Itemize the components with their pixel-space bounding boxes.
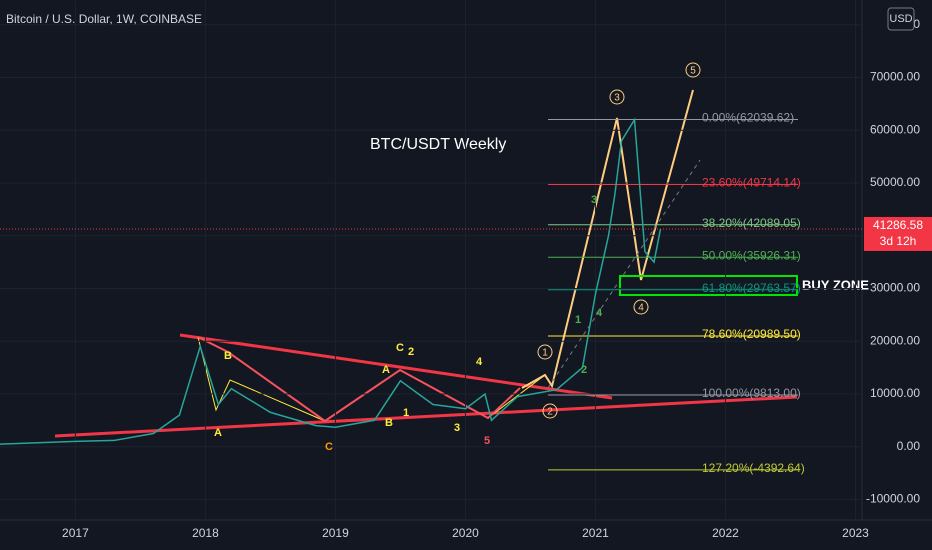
x-tick-label: 2019 bbox=[322, 526, 349, 540]
wave-label: C bbox=[325, 441, 333, 453]
last-price-badge bbox=[864, 216, 932, 251]
wave-label: C bbox=[396, 342, 404, 354]
buy-zone-box bbox=[619, 275, 798, 296]
fib-label: 0.00%(62039.62) bbox=[702, 111, 794, 125]
wave-label: A bbox=[214, 427, 222, 439]
wave-circle bbox=[633, 299, 649, 315]
wave-label: 4 bbox=[596, 307, 603, 319]
y-tick-label: 0.00 bbox=[897, 439, 921, 453]
wave-label: 3 bbox=[614, 93, 620, 104]
x-tick-label: 2023 bbox=[842, 526, 869, 540]
y-tick-label: 20000.00 bbox=[870, 333, 920, 347]
fib-label: 50.00%(35926.31) bbox=[702, 248, 801, 262]
wave-label: 3 bbox=[591, 194, 597, 206]
trendline bbox=[54, 395, 798, 438]
x-tick-label: 2018 bbox=[192, 526, 219, 540]
wave-label: 2 bbox=[581, 364, 587, 376]
wave-label: 3 bbox=[454, 422, 460, 434]
y-tick-label: 30000.00 bbox=[870, 281, 920, 295]
last-price-label: 41286.58 bbox=[873, 218, 923, 232]
wave-label: 5 bbox=[484, 435, 490, 447]
x-tick-label: 2017 bbox=[62, 526, 89, 540]
y-tick-label: -10000.00 bbox=[866, 492, 920, 506]
fib-label: 100.00%(9813.00) bbox=[702, 386, 801, 400]
y-tick-label: 10000.00 bbox=[870, 386, 920, 400]
buy-zone-label: BUY ZONE bbox=[802, 277, 869, 292]
fib-label: 38.20%(42089.05) bbox=[702, 216, 801, 230]
wave-label: B bbox=[224, 350, 232, 362]
wave-label: 4 bbox=[638, 303, 644, 314]
wave-label: 1 bbox=[542, 348, 548, 359]
wave-label: 2 bbox=[547, 407, 553, 418]
x-tick-label: 2021 bbox=[582, 526, 609, 540]
fib-trend bbox=[547, 159, 701, 389]
price-line bbox=[0, 117, 662, 445]
impulse-wave bbox=[521, 89, 694, 389]
wave-label: 2 bbox=[408, 346, 414, 358]
fib-label: 78.60%(20989.50) bbox=[702, 327, 801, 341]
wave-circle bbox=[537, 344, 553, 360]
chart-title: Bitcoin / U.S. Dollar, 1W, COINBASE bbox=[6, 12, 202, 26]
fib-label: 23.60%(49714.14) bbox=[702, 176, 801, 190]
wave-line bbox=[197, 336, 521, 423]
countdown-label: 3d 12h bbox=[880, 234, 917, 248]
fib-label: 61.80%(29763.57) bbox=[702, 281, 801, 295]
wave-label: 4 bbox=[476, 356, 483, 368]
y-tick-label: 60000.00 bbox=[870, 122, 920, 136]
wave-circle bbox=[542, 403, 558, 419]
currency-badge[interactable] bbox=[887, 7, 915, 31]
wave-circle bbox=[609, 89, 625, 105]
wave-circle bbox=[685, 62, 701, 78]
currency-label: USD bbox=[889, 13, 912, 25]
chart-subtitle: BTC/USDT Weekly bbox=[370, 136, 506, 153]
wave-label: B bbox=[385, 417, 393, 429]
x-tick-label: 2020 bbox=[452, 526, 479, 540]
trendline bbox=[179, 333, 613, 400]
y-tick-label: 50000.00 bbox=[870, 175, 920, 189]
wave-label: 5 bbox=[690, 66, 696, 77]
wave-label: 1 bbox=[575, 314, 581, 326]
wave-label: A bbox=[382, 364, 390, 376]
x-tick-label: 2022 bbox=[712, 526, 739, 540]
y-tick-label: 70000.00 bbox=[870, 70, 920, 84]
fib-label: 127.20%(-4392.64) bbox=[702, 461, 805, 475]
wave-label: 1 bbox=[403, 407, 409, 419]
